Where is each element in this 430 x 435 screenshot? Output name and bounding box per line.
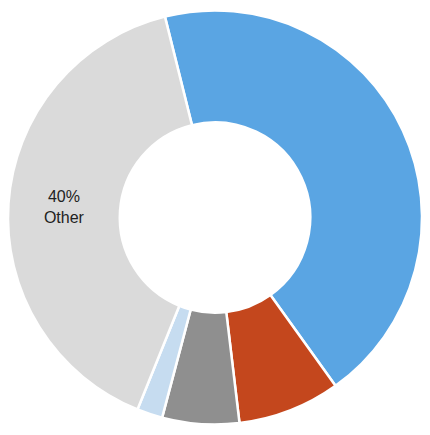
svg-text:40%Other: 40%Other: [44, 188, 85, 226]
